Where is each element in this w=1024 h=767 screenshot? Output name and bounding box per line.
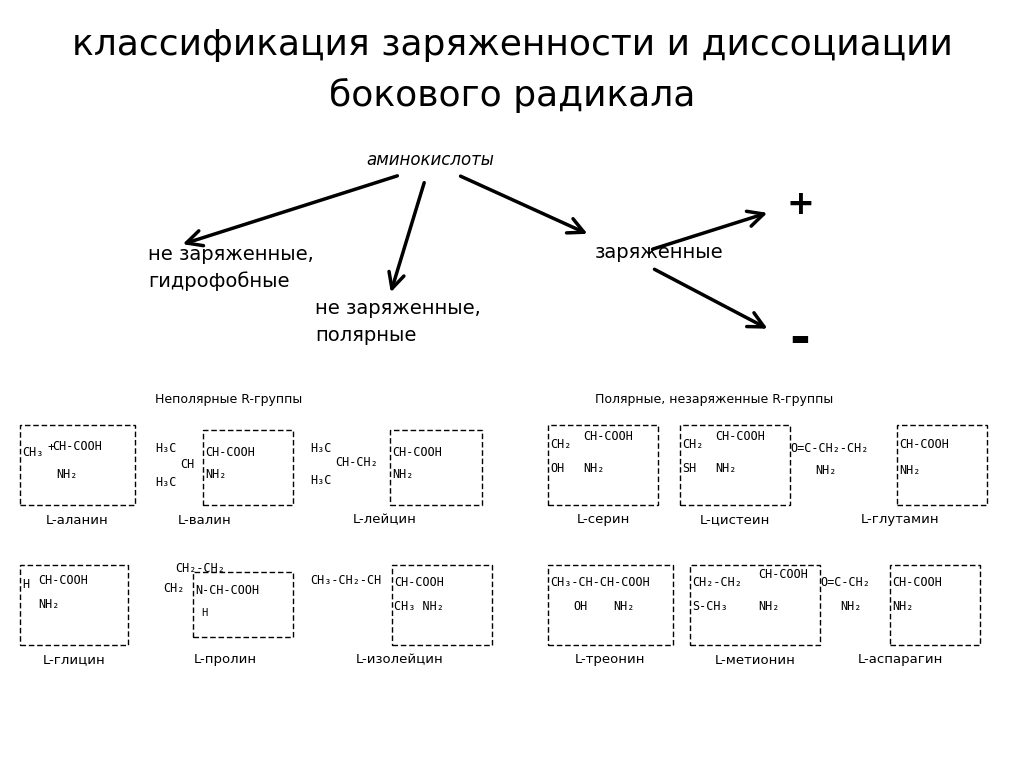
Text: L-глутамин: L-глутамин xyxy=(861,513,939,526)
Text: NH₂: NH₂ xyxy=(392,469,414,482)
Text: L-изолейцин: L-изолейцин xyxy=(356,653,443,667)
Text: L-валин: L-валин xyxy=(178,513,231,526)
Text: L-серин: L-серин xyxy=(577,513,630,526)
Text: L-лейцин: L-лейцин xyxy=(353,513,417,526)
Text: CH₂-CH₂: CH₂-CH₂ xyxy=(692,577,741,590)
Bar xyxy=(897,425,987,505)
Text: O=C-CH₂: O=C-CH₂ xyxy=(820,577,869,590)
Text: NH₂: NH₂ xyxy=(205,469,226,482)
Text: O=C-CH₂-CH₂: O=C-CH₂-CH₂ xyxy=(790,442,868,455)
Text: CH₃: CH₃ xyxy=(22,446,43,459)
Text: CH-COOH: CH-COOH xyxy=(38,574,88,587)
Text: L-треонин: L-треонин xyxy=(574,653,645,667)
Bar xyxy=(20,565,128,645)
Text: CH-CH₂: CH-CH₂ xyxy=(335,456,378,469)
Text: NH₂: NH₂ xyxy=(613,601,635,614)
Text: +: + xyxy=(48,440,55,453)
Text: SH: SH xyxy=(682,462,696,475)
Text: NH₂: NH₂ xyxy=(899,463,921,476)
Text: NH₂: NH₂ xyxy=(38,598,59,611)
Text: L-цистеин: L-цистеин xyxy=(699,513,770,526)
Text: CH-COOH: CH-COOH xyxy=(394,577,443,590)
Text: CH-COOH: CH-COOH xyxy=(758,568,808,581)
Bar xyxy=(203,430,293,505)
Text: CH: CH xyxy=(180,459,195,472)
Text: CH-COOH: CH-COOH xyxy=(899,439,949,452)
Bar xyxy=(690,565,820,645)
Text: NH₂: NH₂ xyxy=(715,462,736,475)
Text: +: + xyxy=(786,189,814,222)
Text: L-пролин: L-пролин xyxy=(194,653,257,667)
Text: N-CH-COOH: N-CH-COOH xyxy=(195,584,259,597)
Text: NH₂: NH₂ xyxy=(583,462,604,475)
Text: CH₂-CH₂: CH₂-CH₂ xyxy=(175,561,225,574)
Text: CH-COOH: CH-COOH xyxy=(583,430,633,443)
Text: аминокислоты: аминокислоты xyxy=(366,151,494,169)
Text: Неполярные R-группы: Неполярные R-группы xyxy=(155,393,302,407)
Bar xyxy=(20,425,135,505)
Text: NH₂: NH₂ xyxy=(56,469,78,482)
Bar xyxy=(392,565,492,645)
Text: CH-COOH: CH-COOH xyxy=(392,446,442,459)
Text: CH₂: CH₂ xyxy=(163,581,184,594)
Text: H₃C: H₃C xyxy=(310,442,332,455)
Text: H₃C: H₃C xyxy=(155,476,176,489)
Text: не заряженные,
гидрофобные: не заряженные, гидрофобные xyxy=(148,245,313,291)
Text: NH₂: NH₂ xyxy=(840,601,861,614)
Bar xyxy=(548,565,673,645)
Text: L-аланин: L-аланин xyxy=(46,513,109,526)
Text: OH: OH xyxy=(573,601,587,614)
Text: классификация заряженности и диссоциации: классификация заряженности и диссоциации xyxy=(72,28,952,62)
Text: H: H xyxy=(22,578,29,591)
Text: CH-COOH: CH-COOH xyxy=(52,440,101,453)
Text: CH-COOH: CH-COOH xyxy=(715,430,765,443)
Text: H₃C: H₃C xyxy=(310,473,332,486)
Text: бокового радикала: бокового радикала xyxy=(329,77,695,113)
Text: S-CH₃: S-CH₃ xyxy=(692,601,728,614)
Text: CH₃-CH₂-CH: CH₃-CH₂-CH xyxy=(310,574,381,587)
Text: L-метионин: L-метионин xyxy=(715,653,796,667)
Bar xyxy=(390,430,482,505)
Text: CH₃ NH₂: CH₃ NH₂ xyxy=(394,601,443,614)
Text: заряженные: заряженные xyxy=(595,243,724,262)
Bar xyxy=(548,425,658,505)
Text: L-глицин: L-глицин xyxy=(43,653,105,667)
Text: H: H xyxy=(201,608,207,618)
Text: NH₂: NH₂ xyxy=(815,463,837,476)
Text: NH₂: NH₂ xyxy=(892,601,913,614)
Bar xyxy=(680,425,790,505)
Text: NH₂: NH₂ xyxy=(758,601,779,614)
Bar xyxy=(193,572,293,637)
Text: OH: OH xyxy=(550,462,564,475)
Text: H₃C: H₃C xyxy=(155,442,176,455)
Text: CH₂: CH₂ xyxy=(682,439,703,452)
Text: Полярные, незаряженные R-группы: Полярные, незаряженные R-группы xyxy=(595,393,834,407)
Bar xyxy=(890,565,980,645)
Text: -: - xyxy=(790,316,810,364)
Text: CH-COOH: CH-COOH xyxy=(892,577,942,590)
Text: CH₃-CH-CH-COOH: CH₃-CH-CH-COOH xyxy=(550,577,650,590)
Text: L-аспарагин: L-аспарагин xyxy=(857,653,943,667)
Text: не заряженные,
полярные: не заряженные, полярные xyxy=(315,299,480,344)
Text: CH₂: CH₂ xyxy=(550,439,571,452)
Text: CH-COOH: CH-COOH xyxy=(205,446,255,459)
